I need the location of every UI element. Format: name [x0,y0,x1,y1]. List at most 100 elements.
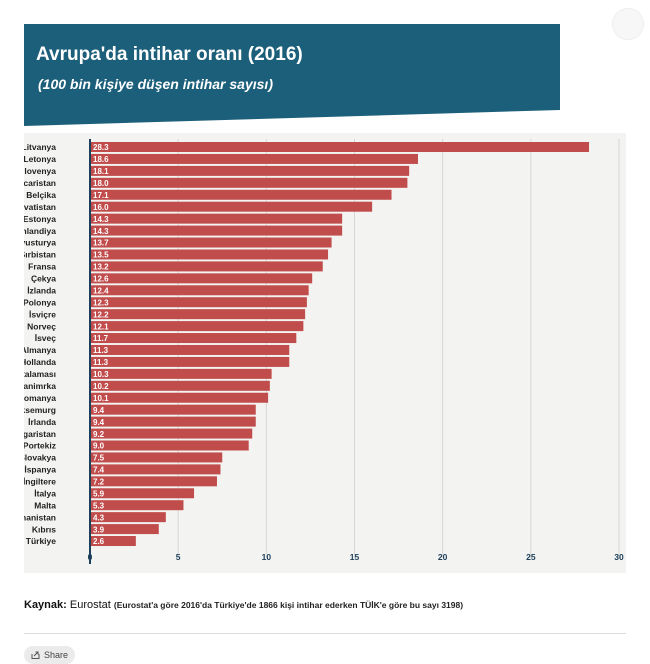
category-label: Lüksemurg [24,405,56,415]
chart-subtitle: (100 bin kişiye düşen intihar sayısı) [38,76,273,92]
category-label: Slovakya [24,453,56,463]
value-label: 13.2 [93,263,109,272]
value-label: 11.7 [93,334,109,343]
bar [90,297,307,308]
bar [90,452,223,463]
bar [90,476,217,487]
source-name: Eurostat [69,599,111,611]
value-label: 10.1 [93,394,109,403]
category-label: Hollanda [24,357,56,367]
value-label: 10.2 [93,382,109,391]
header-banner [24,24,560,126]
bar [90,404,256,415]
value-label: 18.1 [93,167,109,176]
bar [90,261,323,272]
bar [90,440,249,451]
bar [90,309,306,320]
bar [90,428,253,439]
value-label: 12.6 [93,275,109,284]
category-label: Kıbrıs [32,524,56,534]
value-label: 12.1 [93,322,109,331]
bar [90,153,418,164]
value-label: 18.0 [93,179,109,188]
chart-title: Avrupa'da intihar oranı (2016) [36,44,303,65]
value-label: 9.4 [93,406,105,415]
category-label: Türkiye [26,536,57,546]
value-label: 10.3 [93,370,109,379]
category-label: İsveç [35,333,57,343]
value-label: 5.9 [93,489,105,498]
bar [90,380,270,391]
bar [90,464,221,475]
bar [90,237,332,248]
category-label: Norveç [27,321,56,331]
x-tick-label: 30 [614,552,624,562]
bar [90,524,159,535]
bar [90,189,392,200]
bar [90,142,590,152]
category-label: Almanya [24,345,56,355]
bar [90,344,290,355]
bar [90,177,408,188]
category-label: Estonya [24,214,56,224]
category-label: Macaristan [24,178,56,188]
value-label: 2.6 [93,537,105,546]
category-label: Slovenya [24,166,56,176]
category-label: Polonya [24,297,56,307]
corner-button[interactable] [612,8,644,40]
value-label: 7.4 [93,466,105,475]
x-tick-label: 25 [526,552,536,562]
category-label: Romanya [24,393,56,403]
category-label: İtalya [34,488,56,498]
category-label: Yunanistan [24,512,56,522]
value-label: 12.3 [93,298,109,307]
bar [90,249,329,260]
category-label: Belçika [26,190,56,200]
category-label: Portekiz [24,441,56,451]
category-label: Avusturya [24,238,56,248]
source-line: Kaynak: Eurostat (Eurostat'a göre 2016'd… [24,599,463,611]
value-label: 18.6 [93,155,109,164]
bar [90,201,373,212]
bar [90,321,304,332]
value-label: 11.3 [93,346,109,355]
bar [90,500,184,511]
source-note: (Eurostat'a göre 2016'da Türkiye'de 1866… [113,600,464,610]
bar [90,512,166,523]
value-label: 3.9 [93,525,105,534]
x-tick-label: 5 [176,552,181,562]
category-label: Sırbistan [24,250,56,260]
value-label: 7.5 [93,454,105,463]
category-label: İrlanda [28,417,56,427]
category-label: AB ortalaması [24,369,56,379]
category-label: İsviçre [29,309,56,319]
share-icon [31,651,40,659]
category-label: Finlandiya [24,226,56,236]
category-label: Fransa [28,262,56,272]
value-label: 12.2 [93,310,109,319]
value-label: 16.0 [93,203,109,212]
category-label: Hırvatistan [24,202,56,212]
bar [90,333,297,344]
category-label: İzlanda [27,285,56,295]
x-tick-label: 10 [262,552,272,562]
bar [90,273,313,284]
divider [24,633,626,634]
bar [90,356,290,367]
x-tick-label: 15 [350,552,360,562]
value-label: 11.3 [93,358,109,367]
share-button[interactable]: Share [24,646,75,664]
bar [90,165,410,176]
bar [90,285,309,296]
x-tick-label: 0 [88,552,93,562]
bar [90,416,256,427]
category-label: Bulgaristan [24,429,56,439]
value-label: 7.2 [93,478,105,487]
source-label: Kaynak: [24,599,67,611]
bar [90,213,343,224]
bar [90,368,272,379]
value-label: 14.3 [93,227,109,236]
bar [90,392,269,403]
value-label: 9.2 [93,430,105,439]
value-label: 12.4 [93,286,109,295]
